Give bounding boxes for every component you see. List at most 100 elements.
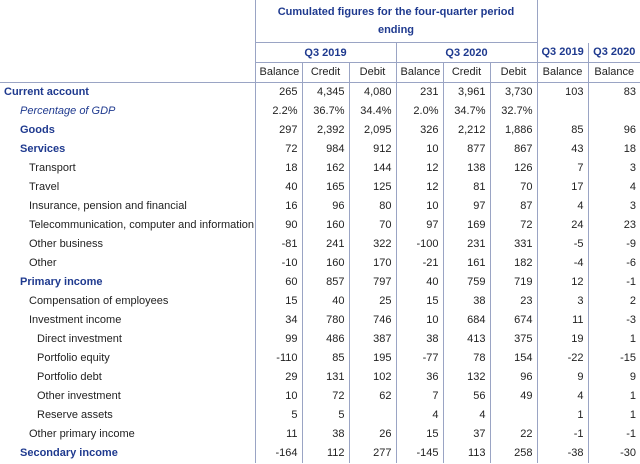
table-cell: 87	[489, 196, 537, 216]
table-cell: 96	[301, 196, 349, 216]
table-row: Transport 18 162 144 12 138 126 7 3	[0, 158, 640, 178]
quarter-b-label: Q3 2020	[587, 42, 640, 63]
table-cell: 867	[489, 139, 537, 159]
table-cell: 326	[395, 120, 443, 140]
table-cell: 857	[301, 272, 349, 292]
table-cell: 32.7%	[489, 101, 537, 121]
table-cell: 56	[442, 386, 490, 406]
table-cell: 3	[587, 196, 640, 216]
table-cell: 70	[348, 215, 396, 235]
column-header: Balance	[587, 62, 640, 83]
table-cell: -10	[254, 253, 302, 273]
row-label: Compensation of employees	[29, 295, 169, 307]
table-cell: 231	[442, 234, 490, 254]
table-cell: 126	[489, 158, 537, 178]
column-header: Credit	[442, 62, 490, 83]
row-label: Current account	[4, 86, 89, 98]
period-b-label: Q3 2020	[395, 42, 537, 63]
table-cell: -81	[254, 234, 302, 254]
table-cell: -1	[536, 424, 588, 444]
table-row: Primary income 60 857 797 40 759 719 12 -1	[0, 272, 640, 292]
table-cell: 265	[254, 82, 302, 102]
table-cell: 10	[395, 139, 443, 159]
table-cell: 684	[442, 310, 490, 330]
table-row: Secondary income -164 112 277 -145 113 258 -38-…	[0, 443, 640, 463]
table-cell: 40	[301, 291, 349, 311]
table-cell: 78	[442, 348, 490, 368]
table-cell: 160	[301, 215, 349, 235]
table-cell: 161	[442, 253, 490, 273]
table-cell: 231	[395, 82, 443, 102]
table-cell: 96	[587, 120, 640, 140]
table-cell: 34.4%	[348, 101, 396, 121]
table-cell: 1,886	[489, 120, 537, 140]
quarter-a-label: Q3 2019	[536, 42, 588, 63]
table-cell: 375	[489, 329, 537, 349]
row-label: Telecommunication, computer and informat…	[29, 219, 255, 231]
table-cell: -21	[395, 253, 443, 273]
table-cell: 138	[442, 158, 490, 178]
table-cell: 877	[442, 139, 490, 159]
table-cell: 22	[489, 424, 537, 444]
table-cell: 81	[442, 177, 490, 197]
row-label: Portfolio debt	[37, 371, 102, 383]
row-label: Percentage of GDP	[20, 105, 116, 117]
table-cell	[587, 101, 640, 121]
table-cell: 19	[536, 329, 588, 349]
table-cell: 4	[536, 196, 588, 216]
table-cell: 746	[348, 310, 396, 330]
column-header: Credit	[301, 62, 349, 83]
table-cell: 297	[254, 120, 302, 140]
table-cell: 132	[442, 367, 490, 387]
table-cell	[489, 405, 537, 425]
table-cell: 1	[587, 405, 640, 425]
table-cell: 10	[254, 386, 302, 406]
table-cell: -6	[587, 253, 640, 273]
table-cell: 25	[348, 291, 396, 311]
row-label: Other	[29, 257, 57, 269]
table-cell: 277	[348, 443, 396, 463]
column-header: Debit	[348, 62, 396, 83]
table-cell: 72	[254, 139, 302, 159]
table-cell: 2,095	[348, 120, 396, 140]
table-cell: 16	[254, 196, 302, 216]
table-cell: 72	[489, 215, 537, 235]
table-cell: -1	[587, 272, 640, 292]
table-row: Other investment 10 72 62 7 56 49 4 1	[0, 386, 640, 406]
table-cell: 9	[587, 367, 640, 387]
table-cell: 37	[442, 424, 490, 444]
table-cell: 18	[587, 139, 640, 159]
table-cell: 43	[536, 139, 588, 159]
table-cell: 780	[301, 310, 349, 330]
table-cell: 3,730	[489, 82, 537, 102]
table-cell: 102	[348, 367, 396, 387]
table-cell: -110	[254, 348, 302, 368]
table-cell: 23	[587, 215, 640, 235]
table-cell: 49	[489, 386, 537, 406]
row-label: Reserve assets	[37, 409, 113, 421]
table-cell: 99	[254, 329, 302, 349]
table-cell: 70	[489, 177, 537, 197]
table-cell: -164	[254, 443, 302, 463]
table-cell: 12	[395, 158, 443, 178]
table-cell: 125	[348, 177, 396, 197]
table-cell: 413	[442, 329, 490, 349]
table-cell: 85	[536, 120, 588, 140]
table-cell: 113	[442, 443, 490, 463]
table-cell: 62	[348, 386, 396, 406]
table-cell: 4	[536, 386, 588, 406]
table-cell: 674	[489, 310, 537, 330]
table-cell: 96	[489, 367, 537, 387]
table-cell: -38	[536, 443, 588, 463]
table-cell: 7	[395, 386, 443, 406]
table-cell: 170	[348, 253, 396, 273]
table-cell: 97	[442, 196, 490, 216]
table-row: Services 72 984 912 10 877 867 43 18	[0, 139, 640, 159]
table-cell: -100	[395, 234, 443, 254]
table-cell: 83	[587, 82, 640, 102]
header-period-row: Q3 2019 Q3 2020 Q3 2019 Q3 2020	[0, 42, 640, 63]
table-cell: 12	[536, 272, 588, 292]
table-cell: 241	[301, 234, 349, 254]
table-cell: 11	[536, 310, 588, 330]
